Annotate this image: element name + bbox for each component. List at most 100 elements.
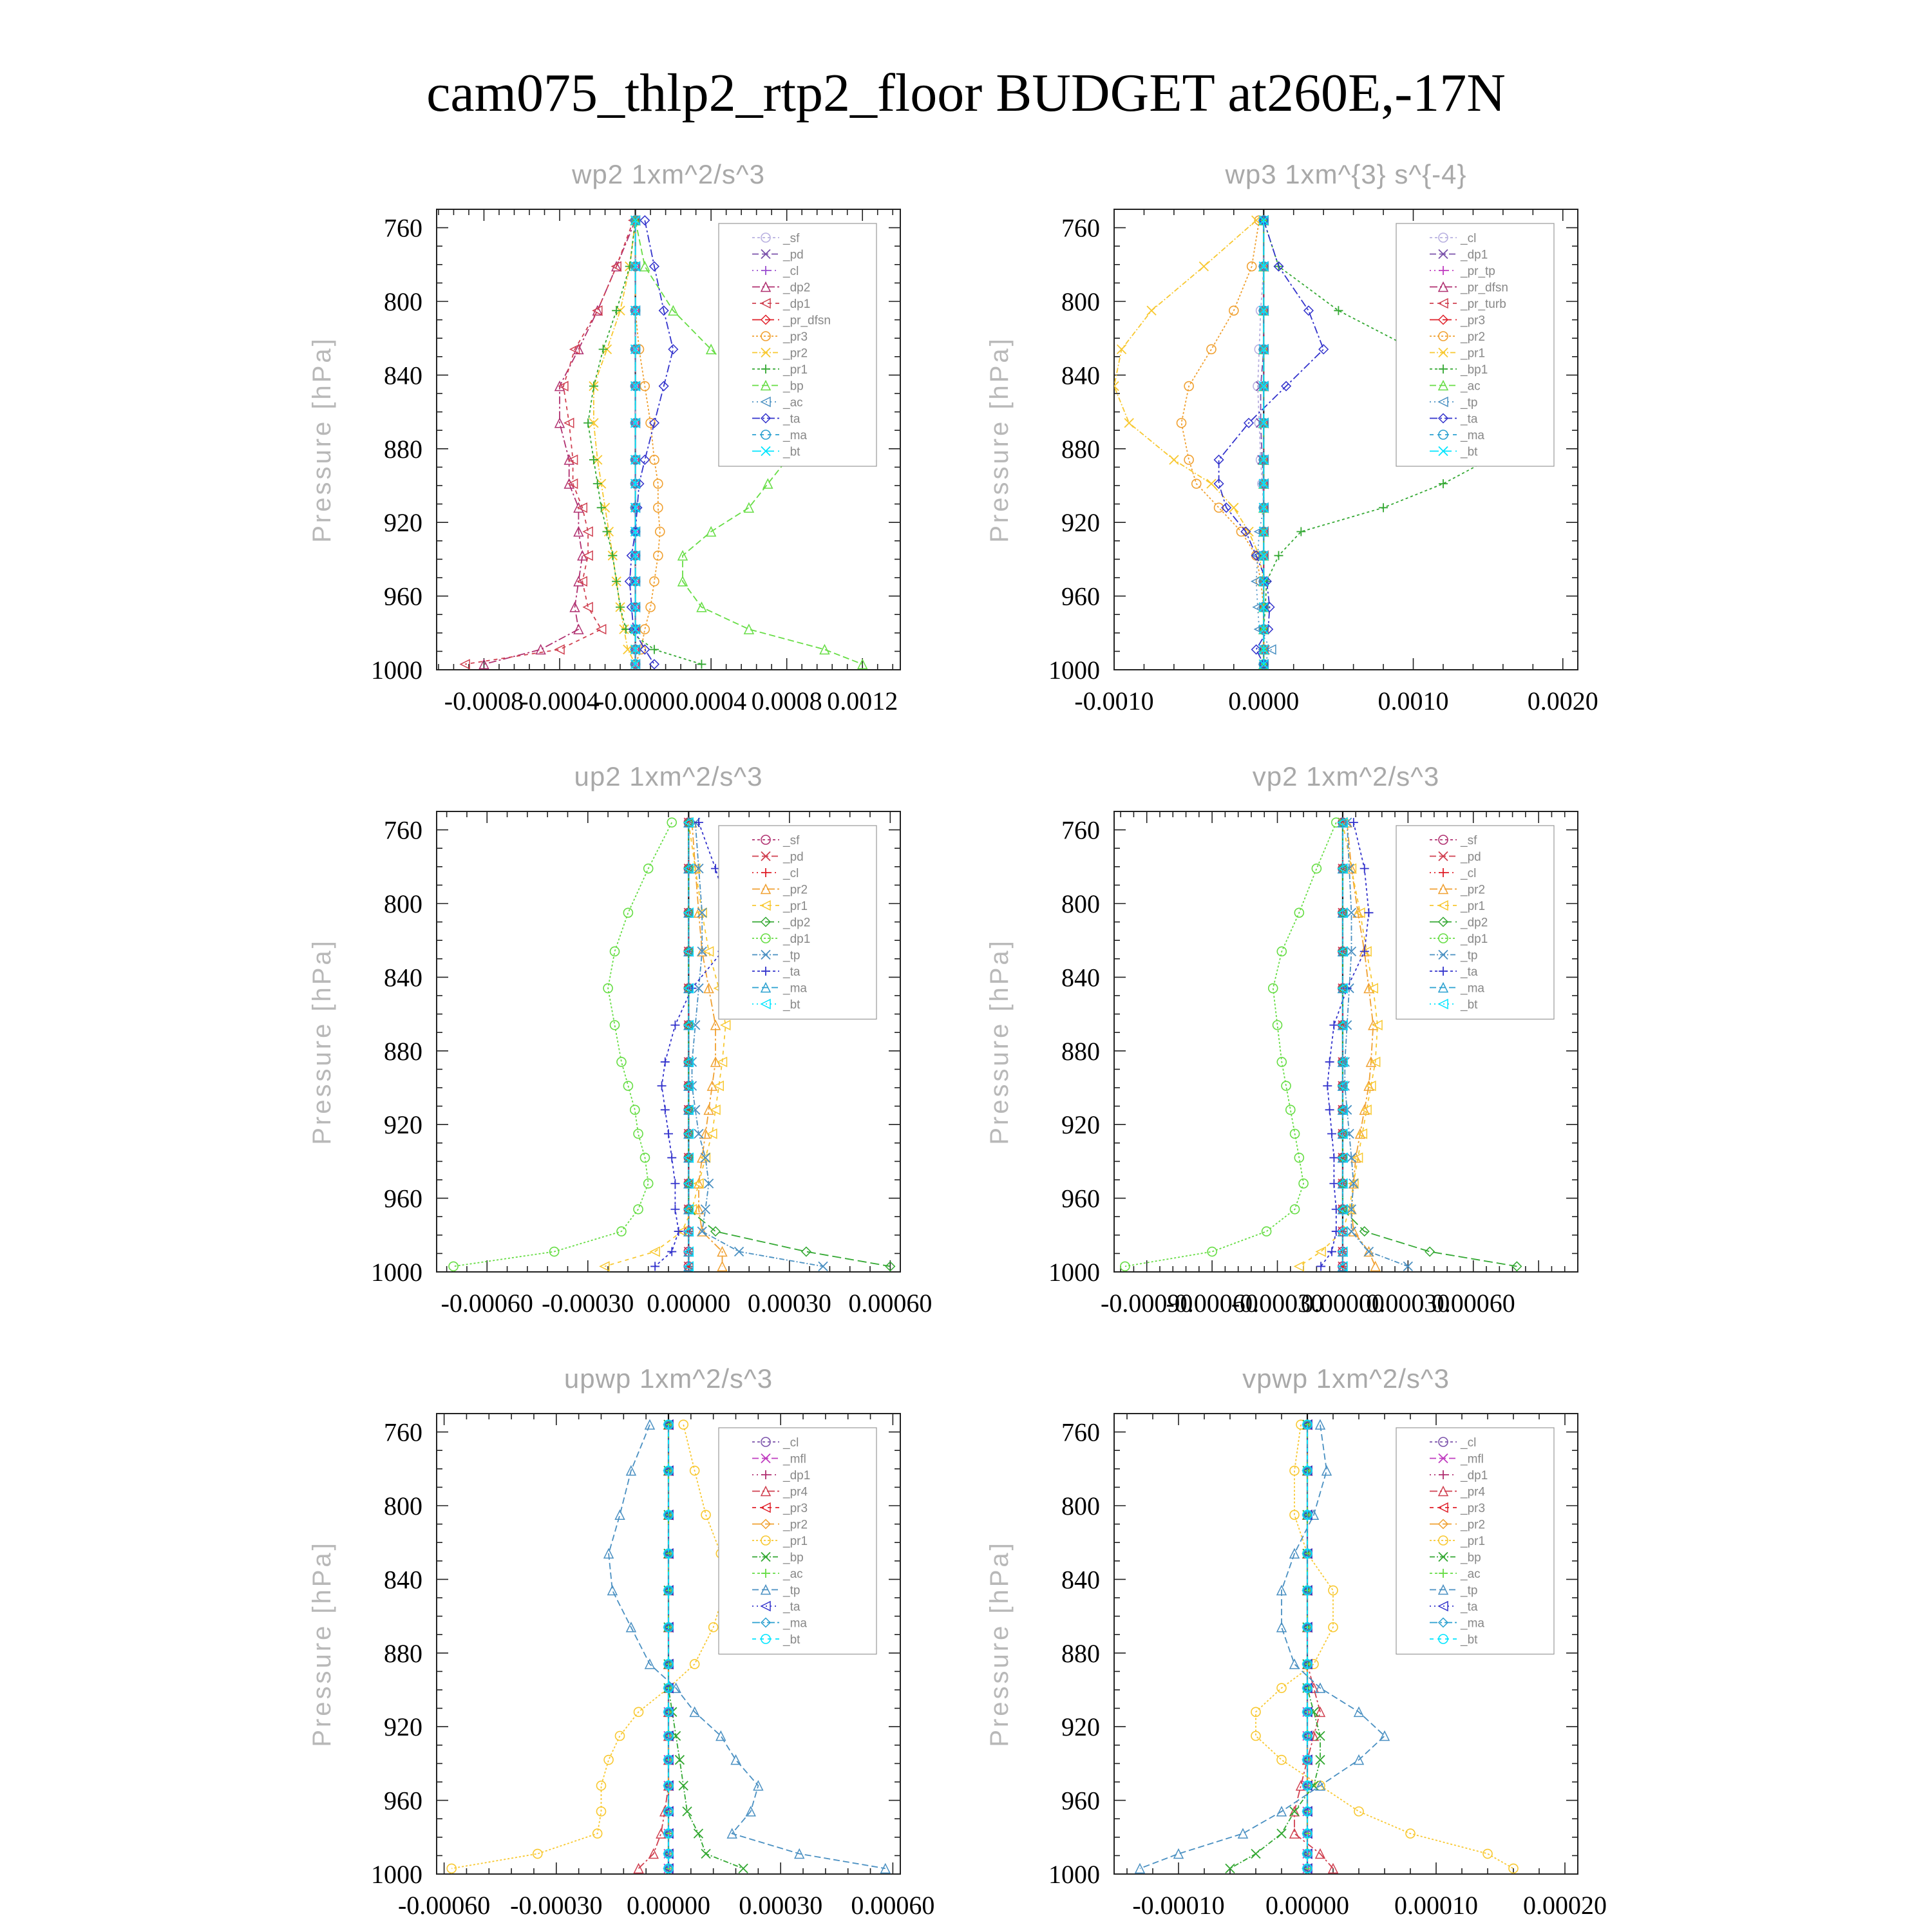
legend-label: _mfl bbox=[1460, 1453, 1484, 1466]
data-point bbox=[670, 1204, 680, 1214]
data-point bbox=[705, 526, 717, 537]
legend-label: _ma bbox=[1460, 429, 1484, 442]
legend-label: _pr1 bbox=[1460, 1535, 1485, 1548]
series-line-pr3 bbox=[634, 220, 661, 665]
legend-label: _ma bbox=[782, 1617, 807, 1631]
legend-marker bbox=[761, 347, 771, 358]
data-point bbox=[623, 1081, 634, 1091]
data-point bbox=[653, 502, 663, 513]
data-point bbox=[663, 1659, 674, 1669]
data-point bbox=[1361, 946, 1372, 957]
data-point bbox=[639, 215, 650, 226]
x-tick-label: -0.00090 bbox=[1101, 1289, 1193, 1318]
data-point bbox=[1346, 946, 1357, 956]
data-point bbox=[1289, 1204, 1300, 1215]
series-line-tp bbox=[608, 1424, 886, 1870]
data-point bbox=[1296, 527, 1306, 536]
legend-label: _pr3 bbox=[782, 330, 808, 344]
data-point bbox=[630, 455, 641, 465]
data-point bbox=[1213, 502, 1224, 513]
data-point bbox=[658, 305, 669, 316]
data-point bbox=[703, 946, 714, 957]
data-point bbox=[690, 863, 701, 874]
data-point bbox=[1349, 818, 1358, 828]
data-point bbox=[564, 454, 574, 465]
data-point bbox=[693, 1178, 705, 1189]
data-point bbox=[633, 1204, 643, 1215]
data-point bbox=[649, 645, 659, 654]
data-point bbox=[701, 1510, 711, 1520]
y-axis-label: Pressure [hPa] bbox=[308, 336, 336, 543]
legend-marker bbox=[761, 266, 770, 275]
data-point bbox=[1379, 503, 1388, 513]
data-point bbox=[595, 623, 607, 635]
data-point bbox=[663, 1863, 674, 1874]
data-point bbox=[1258, 344, 1269, 354]
data-point bbox=[1337, 863, 1348, 874]
data-point bbox=[701, 1848, 711, 1859]
x-tick-label: -0.0004 bbox=[520, 687, 599, 715]
data-point bbox=[639, 454, 650, 466]
plot-frame bbox=[1113, 1413, 1578, 1875]
data-point bbox=[630, 551, 641, 561]
y-tick-label: 880 bbox=[384, 1639, 422, 1668]
data-point bbox=[693, 1178, 704, 1189]
data-point bbox=[1356, 1128, 1368, 1139]
data-point bbox=[1327, 1862, 1339, 1874]
legend-label: _tp bbox=[782, 949, 800, 963]
data-point bbox=[1368, 1019, 1379, 1030]
data-point bbox=[670, 1179, 680, 1188]
data-point bbox=[630, 305, 641, 316]
legend-marker bbox=[761, 249, 771, 260]
x-tick-label: 0.00000 bbox=[647, 1289, 730, 1318]
data-point bbox=[598, 345, 608, 354]
data-point bbox=[630, 418, 641, 428]
data-point bbox=[663, 1730, 674, 1741]
legend-marker bbox=[761, 232, 771, 243]
data-point bbox=[1289, 1806, 1300, 1817]
legend-marker bbox=[1437, 314, 1449, 325]
legend-marker bbox=[1438, 1535, 1448, 1546]
data-point bbox=[682, 1806, 692, 1817]
data-point bbox=[1337, 817, 1348, 828]
legend-marker bbox=[1437, 998, 1448, 1010]
legend-label: _ma bbox=[1460, 1617, 1484, 1631]
data-point bbox=[633, 1128, 643, 1139]
data-point bbox=[1229, 502, 1239, 513]
data-point bbox=[1258, 502, 1269, 513]
x-tick-label: -0.00060 bbox=[398, 1891, 490, 1920]
legend-label: _cl bbox=[782, 265, 799, 278]
panel-title: vp2 1xm^2/s^3 bbox=[1253, 761, 1440, 791]
panel-title: wp3 1xm^{3} s^{-4} bbox=[1225, 159, 1467, 189]
data-point bbox=[1337, 945, 1349, 957]
y-tick-label: 760 bbox=[384, 816, 422, 845]
legend-label: _pr1 bbox=[782, 1535, 808, 1548]
data-point bbox=[1346, 1153, 1357, 1163]
legend-marker bbox=[1438, 249, 1448, 260]
data-point bbox=[683, 1261, 694, 1272]
y-tick-label: 800 bbox=[384, 287, 422, 316]
x-tick-label: 0.00060 bbox=[851, 1891, 934, 1920]
series-line-bp bbox=[1229, 1425, 1321, 1870]
legend-marker bbox=[761, 365, 770, 374]
data-point bbox=[1302, 1806, 1312, 1817]
legend-marker bbox=[760, 1502, 771, 1513]
y-tick-label: 760 bbox=[384, 1418, 422, 1447]
data-point bbox=[730, 1754, 741, 1765]
data-point bbox=[1334, 306, 1343, 316]
figure-title: cam075_thlp2_rtp2_floor BUDGET at260E,-1… bbox=[426, 63, 1506, 123]
data-point bbox=[1327, 1129, 1337, 1139]
data-point bbox=[1346, 1204, 1357, 1215]
data-point bbox=[1237, 1828, 1249, 1839]
data-point bbox=[697, 907, 707, 918]
data-point bbox=[706, 1128, 717, 1139]
legend-marker bbox=[1439, 1569, 1448, 1578]
data-point bbox=[1276, 1622, 1287, 1633]
legend-label: _cl bbox=[1460, 1436, 1476, 1450]
data-point bbox=[1281, 1081, 1291, 1091]
x-tick-label: 0.00010 bbox=[1394, 1891, 1478, 1920]
legend-marker bbox=[1438, 933, 1448, 943]
legend-marker bbox=[760, 998, 771, 1010]
data-point bbox=[683, 1104, 694, 1115]
data-point bbox=[1206, 478, 1217, 489]
